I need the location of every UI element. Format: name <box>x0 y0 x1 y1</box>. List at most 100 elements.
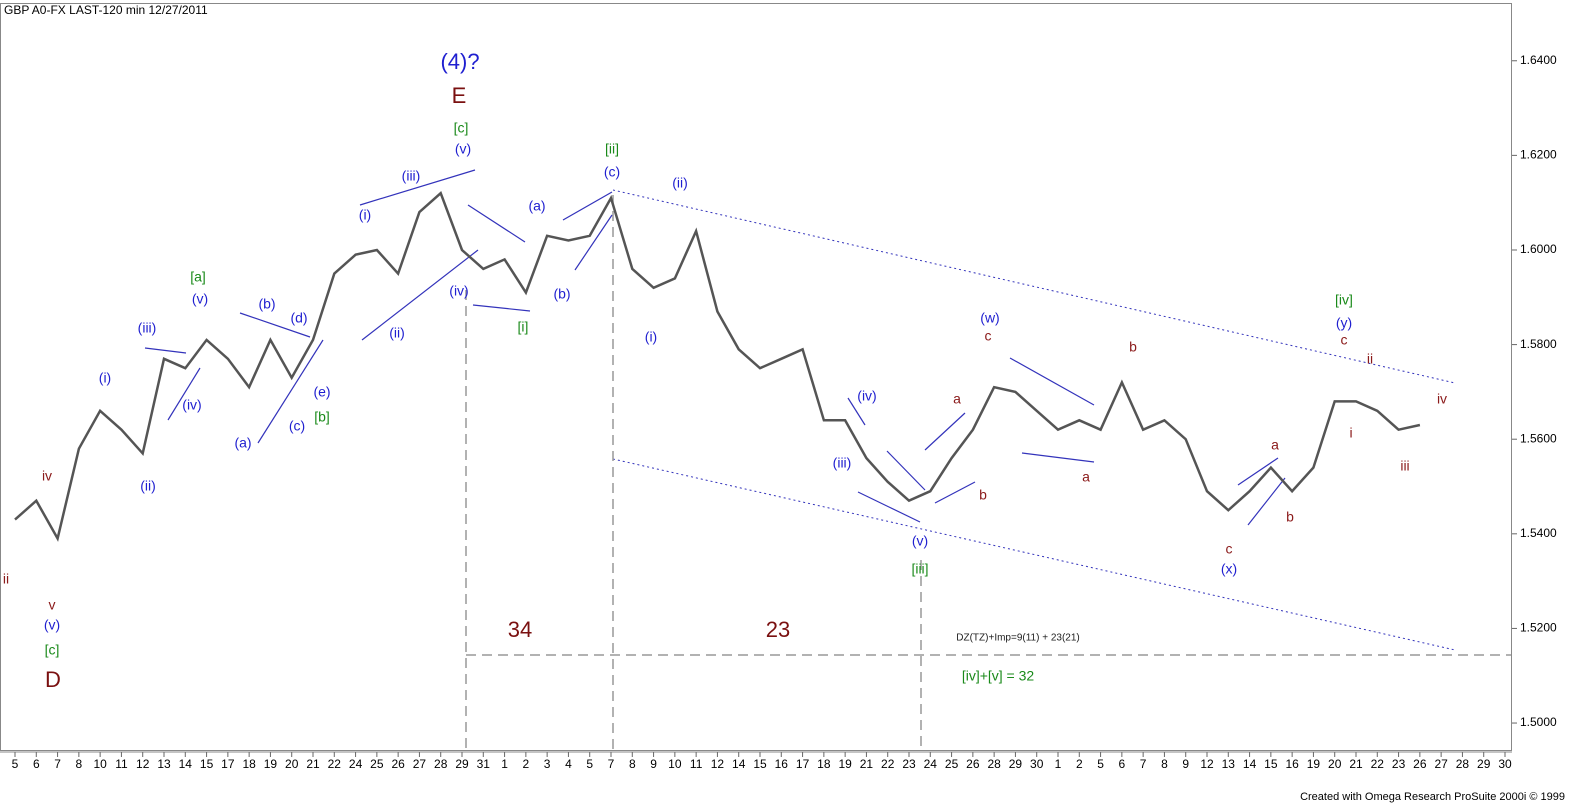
x-tick-label: 21 <box>860 757 874 771</box>
y-tick-label: 1.6200 <box>1520 148 1557 162</box>
x-tick-label: 7 <box>608 757 615 771</box>
x-tick-label: 5 <box>1097 757 1104 771</box>
wave-label: (v) <box>44 617 60 633</box>
wave-label: (v) <box>455 141 471 157</box>
wave-label: b <box>1286 509 1294 525</box>
x-tick-label: 19 <box>264 757 278 771</box>
wave-label: ii <box>1367 351 1373 367</box>
wave-label: c <box>1341 332 1348 348</box>
x-tick-label: 2 <box>523 757 530 771</box>
y-tick-label: 1.5800 <box>1520 337 1557 351</box>
x-tick-label: 26 <box>1413 757 1427 771</box>
wave-label: DZ(TZ)+Imp=9(11) + 23(21) <box>956 633 1079 644</box>
x-tick-label: 17 <box>796 757 810 771</box>
x-tick-label: 19 <box>1307 757 1321 771</box>
trend-line <box>886 450 926 491</box>
wave-label: (b) <box>553 286 570 302</box>
x-tick-label: 3 <box>544 757 551 771</box>
wave-label: (4)? <box>440 49 479 74</box>
x-tick-label: 30 <box>1498 757 1512 771</box>
wave-label: b <box>979 487 987 503</box>
trend-line <box>239 312 311 338</box>
y-tick-label: 1.6000 <box>1520 242 1557 256</box>
x-tick-label: 22 <box>1371 757 1385 771</box>
x-tick-label: 24 <box>349 757 363 771</box>
trend-line <box>361 249 479 341</box>
wave-label: [c] <box>45 642 60 658</box>
x-tick-label: 13 <box>157 757 171 771</box>
wave-label: [iv] <box>1335 292 1353 308</box>
x-tick-label: 2 <box>1076 757 1083 771</box>
wave-label: (d) <box>290 310 307 326</box>
trend-line <box>1021 452 1095 463</box>
wave-label: (iii) <box>402 168 421 184</box>
x-tick-label: 21 <box>1349 757 1363 771</box>
channel <box>612 189 1456 651</box>
wave-label: [c] <box>454 120 469 136</box>
x-tick-label: 12 <box>711 757 725 771</box>
wave-label: ii <box>3 571 9 587</box>
x-tick-label: 19 <box>838 757 852 771</box>
x-tick-label: 20 <box>1328 757 1342 771</box>
trend-line <box>167 367 201 421</box>
x-tick-label: 7 <box>1140 757 1147 771</box>
wave-label: (ii) <box>389 325 405 341</box>
wave-label: (i) <box>99 370 111 386</box>
wave-label: c <box>1226 541 1233 557</box>
x-tick-label: 14 <box>179 757 193 771</box>
x-tick-label: 31 <box>477 757 491 771</box>
y-tick-label: 1.5200 <box>1520 621 1557 635</box>
x-tick-label: 30 <box>1030 757 1044 771</box>
x-tick-label: 15 <box>753 757 767 771</box>
x-tick-label: 16 <box>775 757 789 771</box>
wave-label: (w) <box>980 310 999 326</box>
wave-label: c <box>985 328 992 344</box>
x-tick-label: 9 <box>650 757 657 771</box>
wave-label: (v) <box>912 533 928 549</box>
x-tick-label: 29 <box>1009 757 1023 771</box>
y-tick-label: 1.5000 <box>1520 715 1557 729</box>
wave-label: iv <box>42 468 52 484</box>
x-tick-label: 29 <box>1477 757 1491 771</box>
trend-line <box>1247 477 1286 526</box>
x-tick-label: 25 <box>945 757 959 771</box>
wave-label: (a) <box>528 198 545 214</box>
y-tick-label: 1.5600 <box>1520 431 1557 445</box>
x-tick-label: 17 <box>221 757 235 771</box>
trend-line <box>257 339 324 444</box>
header: GBP A0-FX LAST-120 min 12/27/2011 <box>4 3 208 17</box>
wave-label: [b] <box>314 409 330 425</box>
x-tick-label: 11 <box>115 757 128 771</box>
wave-label: [iv]+[v] = 32 <box>962 668 1035 684</box>
wave-label: a <box>1082 469 1090 485</box>
wave-label: (iv) <box>857 388 876 404</box>
x-tick-label: 28 <box>1456 757 1470 771</box>
x-tick-label: 1 <box>501 757 508 771</box>
x-tick-label: 10 <box>668 757 682 771</box>
x-tick-label: 20 <box>285 757 299 771</box>
wave-label: b <box>1129 339 1137 355</box>
x-tick-label: 12 <box>136 757 150 771</box>
x-tick-label: 1 <box>1055 757 1062 771</box>
x-tick-label: 8 <box>629 757 636 771</box>
wave-label: [i] <box>518 319 529 335</box>
x-tick-label: 22 <box>328 757 342 771</box>
x-tick-label: 22 <box>881 757 895 771</box>
x-tick-label: 28 <box>987 757 1001 771</box>
x-tick-label: 14 <box>1243 757 1257 771</box>
wave-label: [iii] <box>911 561 928 577</box>
x-tick-label: 14 <box>732 757 746 771</box>
y-tick-label: 1.6400 <box>1520 53 1557 67</box>
time-markers <box>465 195 1511 752</box>
wave-label: [a] <box>190 269 206 285</box>
footer: Created with Omega Research ProSuite 200… <box>1300 791 1565 803</box>
x-tick-label: 6 <box>1119 757 1126 771</box>
x-tick-label: 5 <box>586 757 593 771</box>
trend-line <box>562 191 613 221</box>
trend-line <box>847 397 866 426</box>
price-line <box>14 191 1421 542</box>
x-tick-label: 15 <box>200 757 214 771</box>
trend-line <box>144 347 187 354</box>
wave-label: (iii) <box>138 320 157 336</box>
wave-label: (ii) <box>140 478 156 494</box>
